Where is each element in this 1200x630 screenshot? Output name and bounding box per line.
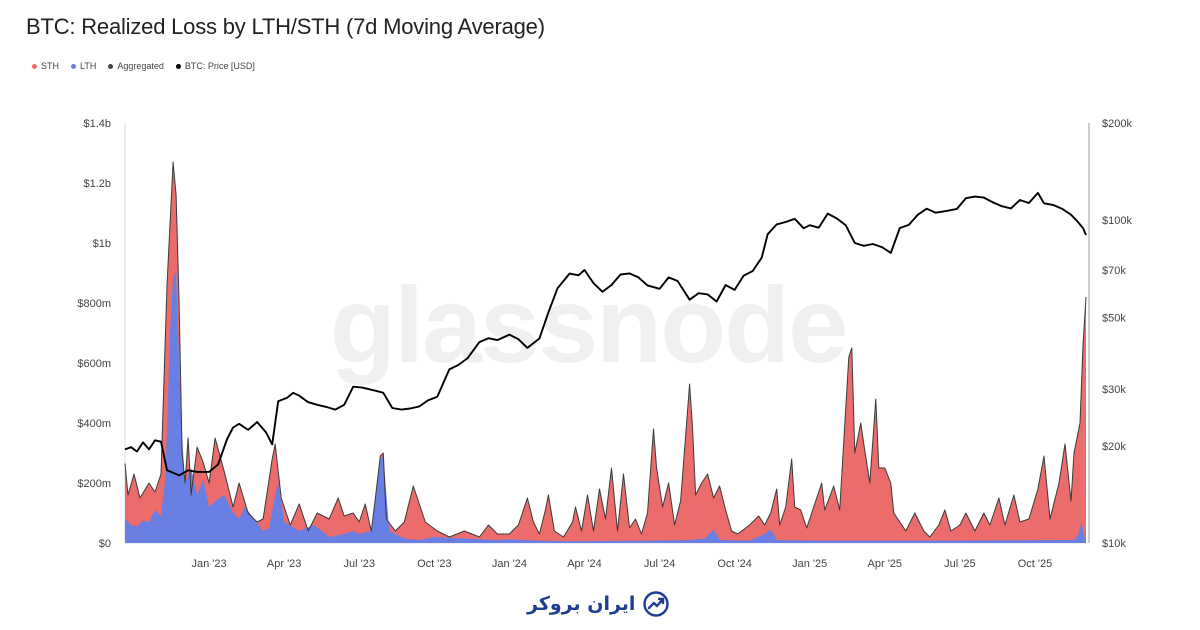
brand-logo-icon — [643, 591, 670, 617]
legend-label-lth: LTH — [80, 61, 97, 71]
y-right-tick-label: $50k — [1102, 312, 1126, 324]
legend-item-lth[interactable]: LTH — [71, 61, 96, 71]
legend-dot-price — [175, 63, 181, 69]
x-tick-label: Apr '23 — [267, 558, 302, 570]
x-tick-label: Oct '25 — [1018, 558, 1053, 570]
x-tick-label: Oct '23 — [417, 558, 452, 570]
legend-item-price[interactable]: BTC: Price [USD] — [175, 61, 255, 71]
sth-area — [125, 162, 1086, 543]
btc-price-line — [124, 191, 1087, 477]
lth-area — [125, 270, 1086, 543]
y-left-tick-label: $200m — [77, 478, 111, 490]
chart-title: BTC: Realized Loss by LTH/STH (7d Moving… — [26, 14, 545, 39]
aggregated-line — [124, 161, 1087, 538]
x-tick-label: Oct '24 — [717, 558, 752, 570]
watermark-logo: glassnode — [330, 264, 848, 385]
y-left-tick-label: $400m — [77, 418, 111, 430]
footer-brand-text: ایران بروکر — [527, 593, 636, 615]
legend-item-sth[interactable]: STH — [32, 61, 59, 71]
y-right-tick-label: $100k — [1102, 215, 1132, 227]
x-tick-label: Jan '24 — [492, 558, 527, 570]
y-left-tick-label: $1.2b — [83, 178, 111, 190]
x-tick-label: Jul '24 — [644, 558, 675, 570]
y-left-tick-label: $0 — [99, 538, 111, 550]
x-tick-label: Jan '23 — [192, 558, 227, 570]
y-right-tick-label: $20k — [1102, 441, 1126, 453]
footer-brand: ایران بروکر — [527, 590, 670, 618]
legend-dot-lth — [71, 63, 76, 69]
legend-label-aggregated: Aggregated — [117, 61, 164, 71]
legend-item-aggregated[interactable]: Aggregated — [108, 61, 164, 71]
y-left-tick-label: $1.4b — [83, 118, 111, 130]
y-right-tick-label: $200k — [1102, 118, 1132, 130]
legend-dot-sth — [32, 63, 37, 69]
x-tick-label: Jan '25 — [792, 558, 827, 570]
legend-dot-aggregated — [108, 63, 114, 69]
legend-label-price: BTC: Price [USD] — [184, 61, 255, 71]
legend-label-sth: STH — [41, 61, 59, 71]
y-right-tick-label: $70k — [1102, 265, 1126, 277]
x-tick-label: Apr '25 — [868, 558, 903, 570]
y-left-tick-label: $600m — [77, 358, 111, 370]
y-left-tick-label: $800m — [77, 298, 111, 310]
y-left-tick-label: $1b — [93, 238, 111, 250]
y-right-tick-label: $10k — [1102, 538, 1126, 550]
x-tick-label: Jul '23 — [344, 558, 375, 570]
y-right-tick-label: $30k — [1102, 384, 1126, 396]
x-tick-label: Jul '25 — [944, 558, 975, 570]
x-tick-label: Apr '24 — [567, 558, 602, 570]
legend: STH LTH Aggregated BTC: Price [USD] — [32, 61, 255, 71]
